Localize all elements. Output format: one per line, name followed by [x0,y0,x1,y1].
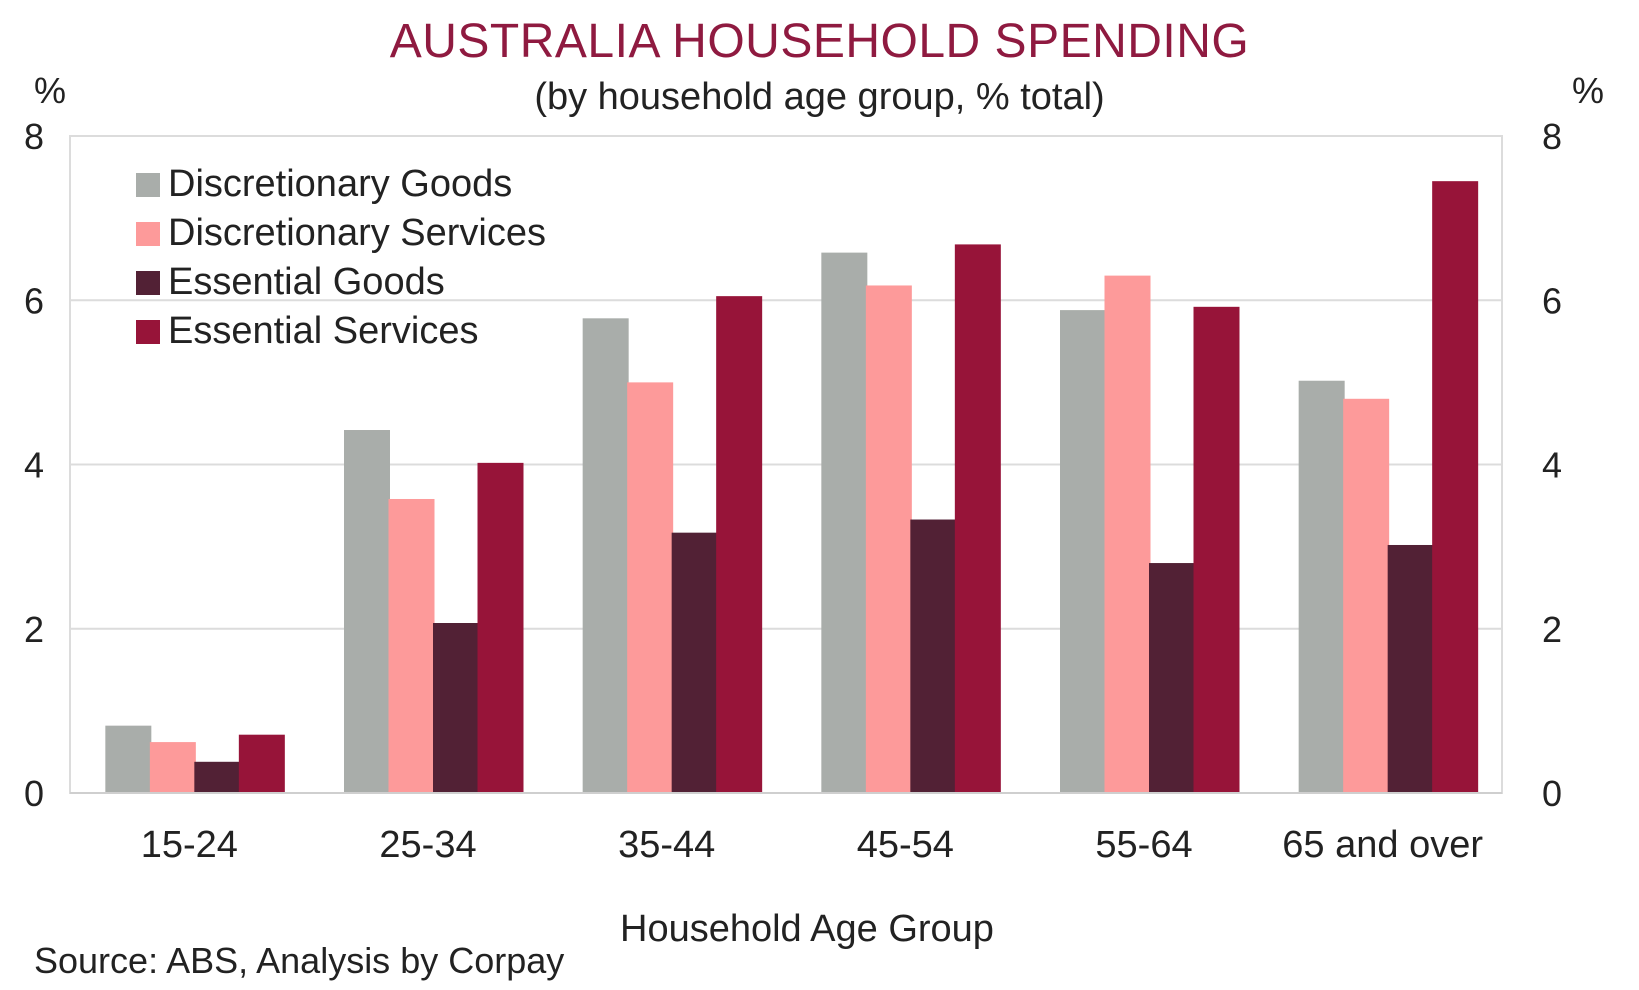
chart-legend: Discretionary Goods Discretionary Servic… [136,160,546,356]
legend-swatch [136,172,160,197]
bar [344,430,390,793]
bar [1432,181,1479,793]
y-tick-label-left: 4 [24,445,44,486]
x-axis-label: Household Age Group [620,908,994,950]
bar [1060,310,1106,793]
y-tick-label-right: 8 [1542,116,1562,157]
bar [582,318,629,793]
bar [149,742,196,793]
bar [821,252,868,793]
legend-label: Discretionary Goods [168,163,513,205]
x-tick-label: 25-34 [379,824,476,866]
bar [238,734,285,793]
y-tick-label-left: 8 [24,116,44,157]
bar [910,519,957,793]
left-axis-unit: % [34,70,67,111]
x-tick-label: 15-24 [141,824,238,866]
bar [1298,380,1345,793]
y-tick-label-right: 2 [1542,609,1562,650]
bar [194,761,241,793]
x-tick-label: 35-44 [618,824,715,866]
right-axis-unit: % [1572,70,1605,111]
legend-item-discretionary-goods: Discretionary Goods [136,160,546,209]
x-tick-label: 65 and over [1282,824,1483,866]
y-tick-label-right: 6 [1542,280,1562,321]
bar [1104,275,1151,793]
legend-label: Discretionary Services [168,212,546,254]
legend-item-essential-services: Essential Services [136,307,546,356]
y-tick-label-right: 0 [1542,773,1562,814]
y-tick-label-right: 4 [1542,445,1562,486]
bar [716,296,763,793]
bar [954,244,1001,793]
legend-label: Essential Services [168,310,479,352]
legend-item-discretionary-services: Discretionary Services [136,209,546,258]
bar [1387,544,1434,793]
bar [1193,306,1240,793]
chart-title: AUSTRALIA HOUSEHOLD SPENDING [389,15,1250,68]
y-tick-label-left: 0 [24,773,44,814]
legend-label: Essential Goods [168,261,445,303]
bar [865,285,912,793]
y-tick-label-left: 2 [24,609,44,650]
y-tick-label-left: 6 [24,280,44,321]
bar [105,725,152,793]
x-tick-label: 45-54 [857,824,954,866]
bar [477,462,524,793]
legend-swatch [136,270,160,295]
chart-subtitle: (by household age group, % total) [534,76,1105,118]
bar [388,498,435,793]
bar [433,623,479,793]
legend-swatch [136,319,160,344]
bar [1149,563,1195,793]
x-tick-label: 55-64 [1095,824,1192,866]
bar [627,382,674,793]
bar [1343,398,1390,793]
bar [671,532,718,793]
legend-item-essential-goods: Essential Goods [136,258,546,307]
source-note: Source: ABS, Analysis by Corpay [34,940,565,981]
legend-swatch [136,221,160,246]
